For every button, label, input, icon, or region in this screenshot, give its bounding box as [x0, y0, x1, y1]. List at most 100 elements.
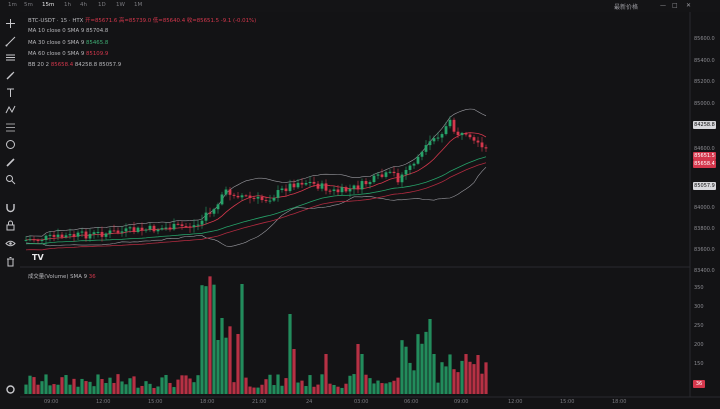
- candle-body: [320, 183, 324, 189]
- minimize-icon[interactable]: —: [660, 2, 666, 9]
- candle-body: [288, 183, 292, 192]
- trash-icon[interactable]: [5, 256, 16, 267]
- candle-body: [200, 220, 204, 225]
- lock-icon[interactable]: [5, 220, 16, 231]
- candle-body: [416, 156, 420, 164]
- timeframe-15m[interactable]: 15m: [42, 2, 55, 8]
- candle-body: [144, 229, 148, 231]
- candle-body: [472, 137, 476, 141]
- bb-lower-line: [25, 166, 487, 247]
- emoji-icon[interactable]: [5, 139, 16, 150]
- timeframe-1h[interactable]: 1h: [64, 2, 71, 8]
- eye-icon[interactable]: [5, 238, 16, 249]
- pattern-tool-icon[interactable]: [5, 104, 16, 115]
- brush-icon[interactable]: [5, 70, 16, 81]
- candle-body: [296, 182, 300, 188]
- volume-bar: [60, 377, 64, 394]
- bb-upper-value: 85658.4: [50, 62, 74, 68]
- crosshair-icon[interactable]: [5, 18, 16, 29]
- ma30-legend[interactable]: MA 30 close 0 SMA 9 85465.8: [28, 40, 108, 46]
- volume-bar: [368, 378, 372, 394]
- timeframe-1d[interactable]: 1D: [98, 2, 106, 8]
- candle-body: [32, 239, 36, 241]
- zoom-icon[interactable]: [5, 174, 16, 185]
- text-tool-icon[interactable]: [5, 87, 16, 98]
- ruler-icon[interactable]: [5, 157, 16, 168]
- volume-bar: [156, 386, 160, 394]
- candle-body: [384, 172, 388, 177]
- volume-bar: [468, 361, 472, 394]
- candle-body: [220, 194, 224, 205]
- candle-body: [388, 171, 392, 173]
- volume-bar: [296, 382, 300, 394]
- timeframe-4h[interactable]: 4h: [80, 2, 87, 8]
- candle-body: [112, 230, 116, 232]
- volume-bar: [32, 377, 36, 394]
- volume-bar: [476, 355, 480, 394]
- volume-bar: [136, 387, 140, 394]
- volume-bar: [316, 384, 320, 394]
- candle-body: [316, 183, 320, 189]
- candle-body: [84, 231, 88, 239]
- maximize-icon[interactable]: □: [672, 2, 678, 9]
- candle-body: [284, 188, 288, 192]
- price-axis[interactable]: 85600.0 85400.0 85200.0 85000.0 84600.0 …: [690, 12, 720, 397]
- bb-lower-tag: 84258.8: [693, 121, 716, 129]
- volume-legend[interactable]: 成交量(Volume) SMA 9 36: [28, 272, 96, 280]
- candle-body: [392, 171, 396, 174]
- volume-tag: 36: [693, 380, 705, 388]
- candle-body: [72, 234, 76, 237]
- candle-body: [152, 225, 156, 232]
- trendline-icon[interactable]: [5, 36, 16, 47]
- candle-body: [324, 183, 328, 191]
- candle-body: [412, 163, 416, 166]
- volume-bar: [264, 379, 268, 394]
- volume-bar: [76, 386, 80, 394]
- price-label: 84600.0: [694, 146, 715, 152]
- candle-body: [240, 195, 244, 198]
- candle-body: [24, 239, 28, 241]
- ma60-legend[interactable]: MA 60 close 0 SMA 9 85109.9: [28, 51, 108, 57]
- candle-body: [136, 227, 140, 232]
- candle-body: [156, 229, 160, 232]
- volume-bar: [80, 378, 84, 394]
- close-icon[interactable]: ✕: [686, 2, 692, 9]
- candle-body: [104, 233, 108, 237]
- volume-bar: [196, 375, 200, 394]
- candle-body: [120, 231, 124, 233]
- volume-bar: [436, 382, 440, 394]
- price-label: 83600.0: [694, 247, 715, 253]
- candle-body: [132, 227, 136, 232]
- magnet-icon[interactable]: [5, 202, 16, 213]
- horizontal-lines-icon[interactable]: [5, 52, 16, 63]
- candle-body: [208, 212, 212, 214]
- candle-body: [224, 189, 228, 195]
- candle-body: [452, 119, 456, 132]
- volume-bar: [260, 384, 264, 394]
- settings-icon[interactable]: [5, 384, 16, 395]
- volume-bar: [88, 381, 92, 394]
- symbol-name[interactable]: BTC-USDT · 15 · HTX: [28, 18, 84, 24]
- bb-legend[interactable]: BB 20 2 85658.4 84258.8 85057.9: [28, 62, 121, 68]
- ma10-legend[interactable]: MA 10 close 0 SMA 9 85704.8: [28, 28, 108, 34]
- volume-bar: [56, 384, 60, 394]
- timeframe-1w[interactable]: 1W: [116, 2, 125, 8]
- timeframe-5m[interactable]: 5m: [24, 2, 33, 8]
- candle-body: [260, 196, 264, 201]
- volume-bar: [352, 374, 356, 394]
- timeframe-1mo[interactable]: 1M: [134, 2, 143, 8]
- volume-bar: [40, 381, 44, 394]
- volume-bar: [328, 383, 332, 394]
- candle-body: [256, 196, 260, 199]
- time-label: 18:00: [612, 399, 627, 405]
- volume-bar: [228, 326, 232, 394]
- measure-icon[interactable]: [5, 122, 16, 133]
- candle-body: [56, 234, 60, 237]
- time-axis[interactable]: 09:00 12:00 15:00 18:00 21:00 24 03:00 0…: [20, 397, 690, 409]
- latest-price-toggle[interactable]: 最新价格: [614, 4, 639, 11]
- timeframe-1m[interactable]: 1m: [8, 2, 17, 8]
- volume-bar: [412, 370, 416, 394]
- volume-bar: [160, 377, 164, 394]
- candle-body: [272, 197, 276, 201]
